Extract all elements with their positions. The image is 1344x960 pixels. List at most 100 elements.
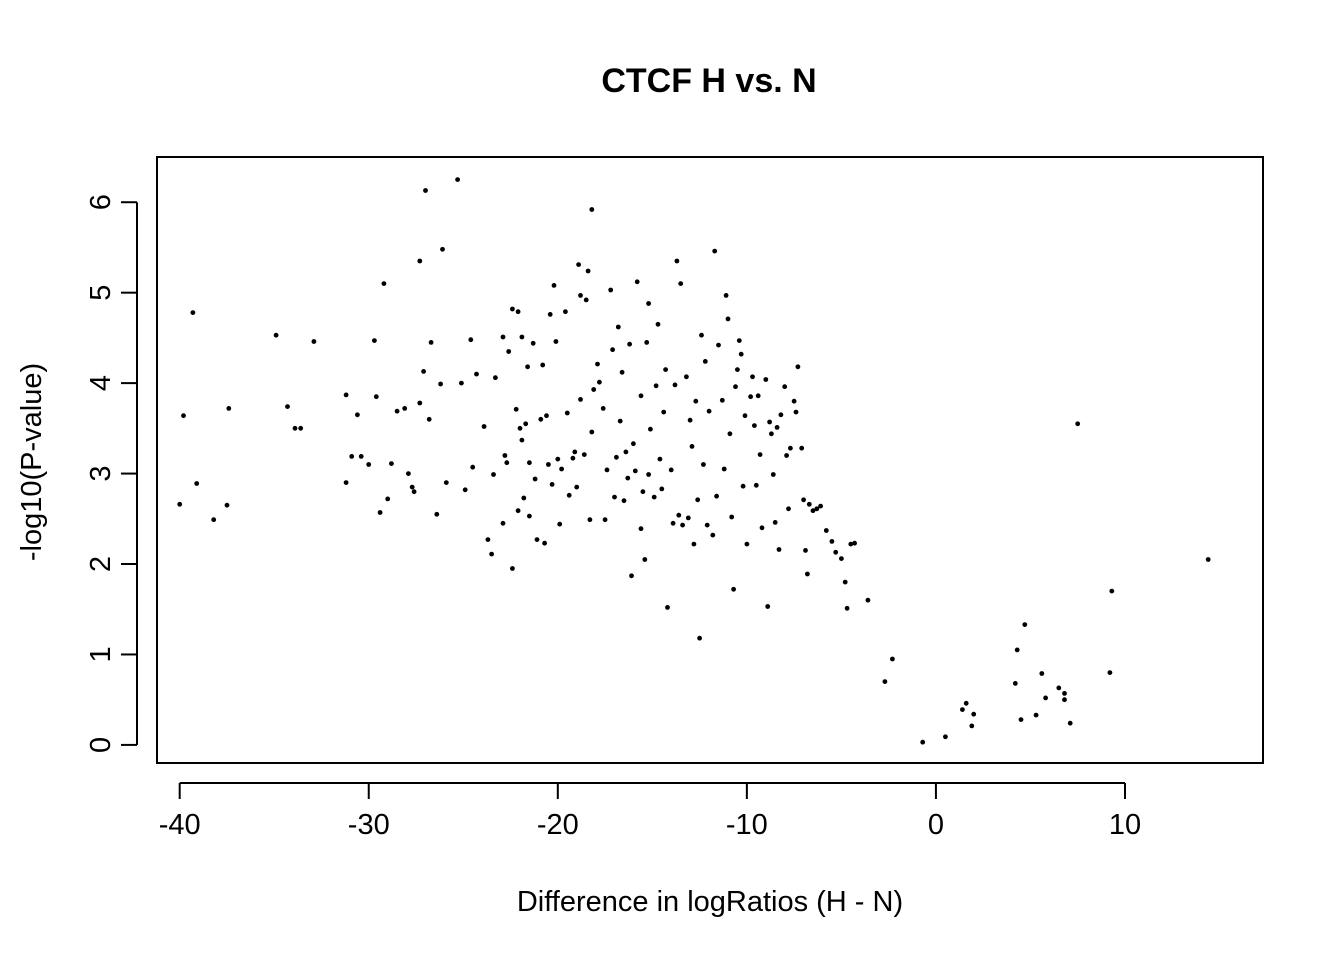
data-point xyxy=(377,510,383,515)
data-point xyxy=(890,656,895,662)
data-point xyxy=(349,454,355,459)
data-point xyxy=(740,483,746,489)
data-point xyxy=(583,297,589,303)
data-point xyxy=(697,635,702,641)
data-point xyxy=(547,312,553,317)
data-point xyxy=(455,177,460,183)
data-point xyxy=(570,455,576,461)
data-point xyxy=(625,475,631,481)
data-point xyxy=(755,393,761,399)
data-point xyxy=(839,556,844,561)
data-point xyxy=(1205,557,1211,562)
data-point xyxy=(833,549,839,555)
data-point xyxy=(882,679,888,684)
data-point xyxy=(644,340,650,345)
data-point xyxy=(434,511,440,517)
data-point xyxy=(443,480,449,485)
data-point xyxy=(784,453,789,458)
data-point xyxy=(615,324,621,330)
data-point xyxy=(373,394,379,400)
data-point xyxy=(721,466,727,472)
x-axis-label: Difference in logRatios (H - N) xyxy=(517,886,903,918)
data-point xyxy=(538,416,544,422)
y-tick-label: 4 xyxy=(85,375,117,391)
data-point xyxy=(969,723,975,729)
data-point xyxy=(848,541,854,547)
data-point xyxy=(752,423,757,428)
data-point xyxy=(587,517,593,523)
data-point xyxy=(710,532,716,538)
data-point xyxy=(1067,720,1073,726)
data-point xyxy=(610,347,615,353)
data-point xyxy=(729,514,735,520)
data-point xyxy=(963,700,969,706)
data-point xyxy=(736,338,742,343)
data-point xyxy=(1056,685,1062,691)
data-point xyxy=(355,412,360,418)
y-axis-label: -log10(P-value) xyxy=(16,363,48,561)
data-point xyxy=(527,460,532,466)
data-point xyxy=(774,425,780,430)
data-point xyxy=(1039,671,1045,676)
data-point xyxy=(653,383,659,389)
data-points xyxy=(177,177,1211,745)
data-point xyxy=(801,497,806,503)
data-point xyxy=(674,258,680,264)
data-point xyxy=(971,711,977,717)
data-point xyxy=(712,248,718,254)
data-point xyxy=(470,464,476,470)
data-point xyxy=(704,522,710,528)
data-point xyxy=(685,515,691,521)
data-point xyxy=(557,521,563,527)
data-point xyxy=(702,359,708,364)
data-point xyxy=(788,445,793,451)
data-point xyxy=(581,452,587,457)
data-point xyxy=(530,340,536,346)
data-point xyxy=(1012,681,1018,686)
data-point xyxy=(402,406,408,411)
data-point xyxy=(1062,697,1067,703)
data-point xyxy=(672,382,678,388)
data-point xyxy=(699,332,704,338)
data-point xyxy=(693,398,699,404)
data-point xyxy=(519,437,525,443)
data-point xyxy=(493,375,498,381)
data-point xyxy=(638,526,644,532)
data-point xyxy=(597,379,602,385)
y-tick-label: 6 xyxy=(85,194,117,210)
data-point xyxy=(553,339,559,344)
data-point xyxy=(823,528,829,533)
data-point xyxy=(1075,421,1081,427)
data-point xyxy=(657,456,663,462)
data-point xyxy=(585,268,591,274)
data-point xyxy=(943,734,948,740)
data-point xyxy=(409,484,415,490)
y-tick-label: 1 xyxy=(85,646,117,662)
data-point xyxy=(591,387,597,392)
data-point xyxy=(614,454,619,460)
data-point xyxy=(506,349,512,354)
data-point xyxy=(515,508,521,514)
data-point xyxy=(668,467,674,473)
data-point xyxy=(621,498,627,504)
data-point xyxy=(381,281,387,286)
data-point xyxy=(385,496,391,502)
data-point xyxy=(343,392,349,398)
data-point xyxy=(500,520,506,526)
data-point xyxy=(765,604,771,609)
data-point xyxy=(661,409,667,415)
x-tick-label: -10 xyxy=(726,809,768,841)
data-point xyxy=(521,495,527,501)
data-point xyxy=(211,517,217,523)
data-point xyxy=(791,398,797,404)
x-tick-label: 0 xyxy=(928,809,944,841)
y-tick-label: 2 xyxy=(85,556,117,572)
data-point xyxy=(421,369,426,374)
data-point xyxy=(659,486,665,492)
data-point xyxy=(612,494,617,500)
data-point xyxy=(389,461,394,466)
data-point xyxy=(701,462,706,467)
y-tick-label: 5 xyxy=(85,285,117,301)
data-point xyxy=(799,445,805,451)
